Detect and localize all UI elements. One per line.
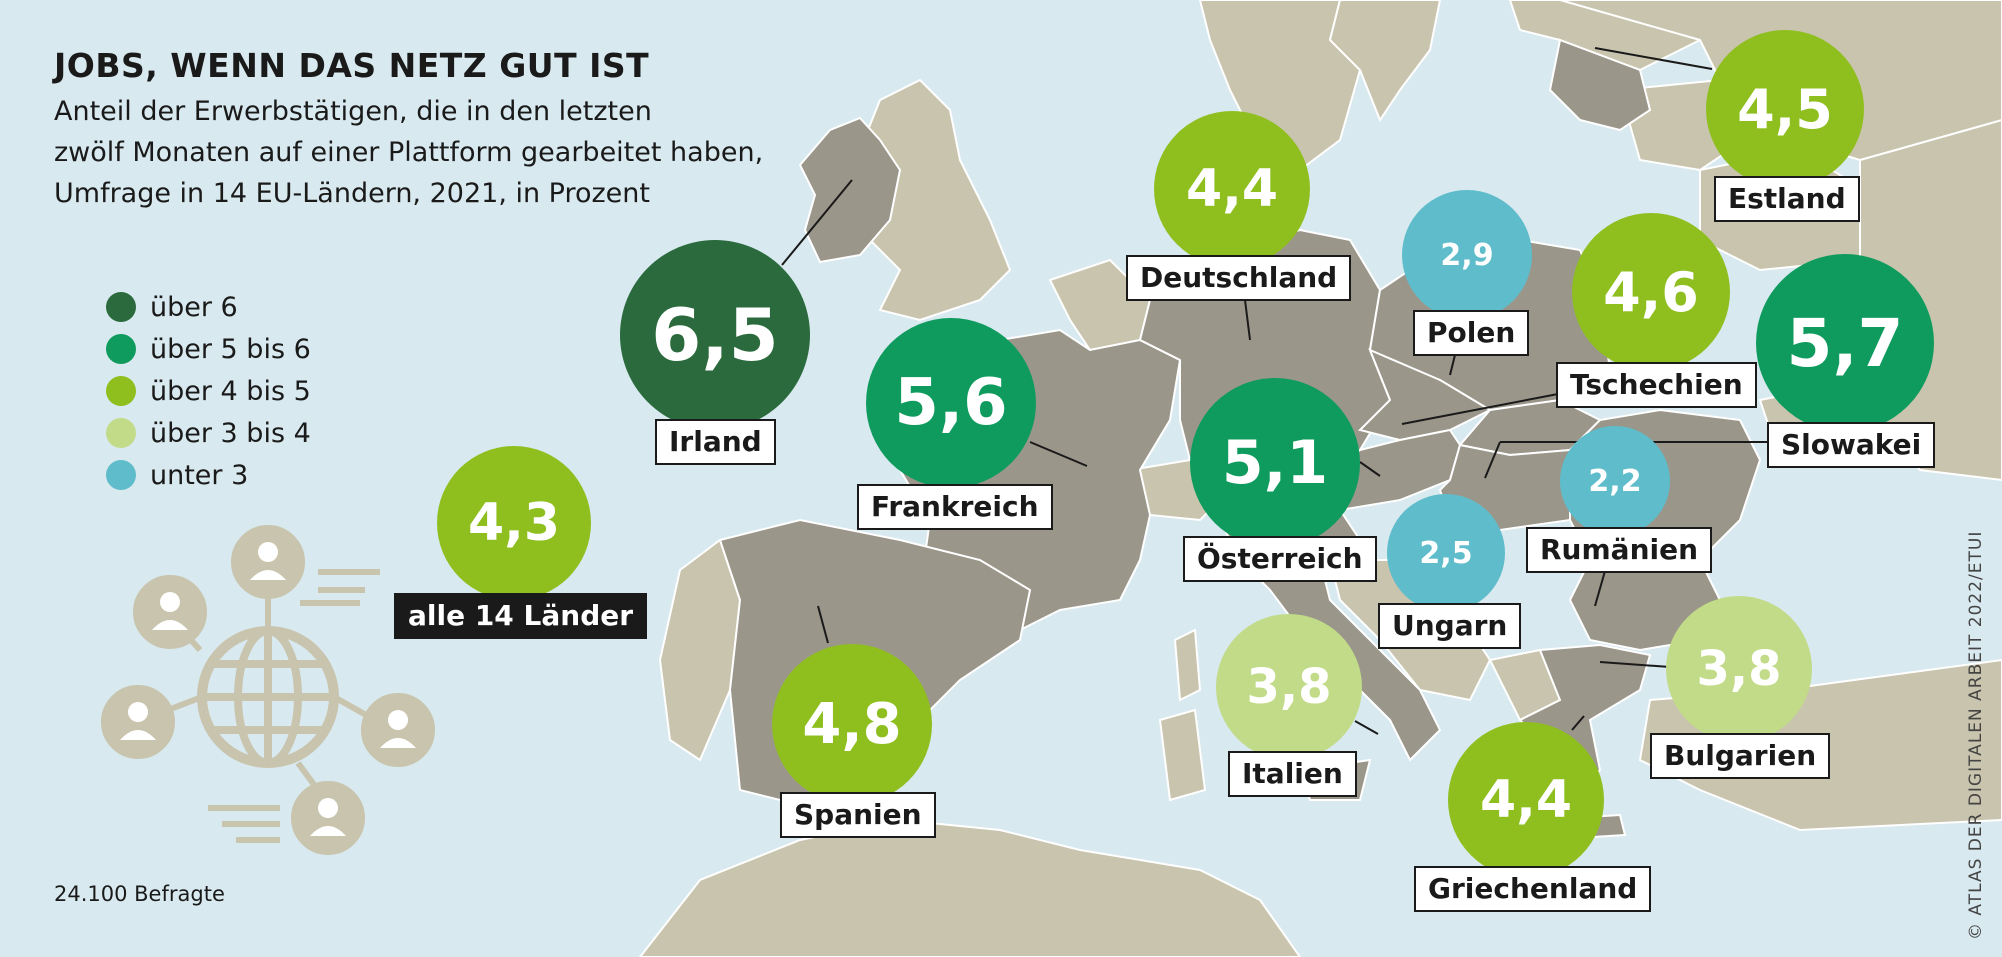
- label-estland: Estland: [1714, 176, 1860, 222]
- legend-label: über 6: [150, 291, 238, 323]
- bubble-oesterreich: 5,1: [1190, 378, 1360, 548]
- label-ungarn: Ungarn: [1378, 603, 1522, 649]
- legend-swatch: [106, 460, 136, 490]
- bubble-spanien: 4,8: [772, 644, 932, 804]
- label-frankreich: Frankreich: [857, 484, 1053, 530]
- bubble-griechenland: 4,4: [1448, 722, 1604, 878]
- bubble-irland: 6,5: [620, 240, 810, 430]
- legend-label: über 3 bis 4: [150, 417, 311, 449]
- bubble-polen: 2,9: [1402, 190, 1532, 320]
- label-irland: Irland: [655, 419, 776, 465]
- person-heads: [120, 542, 416, 836]
- subtitle-line-2: zwölf Monaten auf einer Plattform gearbe…: [54, 137, 764, 168]
- label-total: alle 14 Länder: [394, 593, 648, 639]
- label-bulgarien: Bulgarien: [1650, 733, 1831, 779]
- label-spanien: Spanien: [780, 792, 936, 838]
- legend-label: über 5 bis 6: [150, 333, 311, 365]
- legend-item: über 3 bis 4: [106, 417, 311, 449]
- globe-icon: [197, 626, 339, 768]
- legend-label: unter 3: [150, 459, 249, 491]
- bubble-frankreich: 5,6: [866, 318, 1036, 488]
- legend-swatch: [106, 376, 136, 406]
- bubble-ungarn: 2,5: [1387, 494, 1505, 612]
- credit-line: © ATLAS DER DIGITALEN ARBEIT 2022/ETUI: [1966, 530, 1986, 940]
- bubble-total: 4,3: [437, 446, 591, 600]
- label-griechenland: Griechenland: [1414, 866, 1652, 912]
- bubble-tschechien: 4,6: [1572, 213, 1730, 371]
- label-rumaenien: Rumänien: [1526, 527, 1713, 573]
- bubble-estland: 4,5: [1706, 30, 1864, 188]
- subtitle-line-3: Umfrage in 14 EU-Ländern, 2021, in Proze…: [54, 178, 650, 209]
- bubble-slowakei: 5,7: [1756, 254, 1934, 432]
- label-polen: Polen: [1413, 310, 1530, 356]
- subtitle-line-1: Anteil der Erwerbstätigen, die in den le…: [54, 96, 652, 127]
- label-slowakei: Slowakei: [1767, 422, 1936, 468]
- legend-item: unter 3: [106, 459, 248, 491]
- legend-label: über 4 bis 5: [150, 375, 311, 407]
- legend-item: über 6: [106, 291, 238, 323]
- bubble-rumaenien: 2,2: [1560, 426, 1670, 536]
- legend-item: über 4 bis 5: [106, 375, 311, 407]
- bubble-italien: 3,8: [1216, 614, 1362, 760]
- label-oesterreich: Österreich: [1183, 536, 1377, 582]
- label-tschechien: Tschechien: [1556, 362, 1757, 408]
- legend-swatch: [106, 334, 136, 364]
- legend-swatch: [106, 418, 136, 448]
- label-italien: Italien: [1228, 751, 1357, 797]
- label-deutschland: Deutschland: [1126, 255, 1352, 301]
- sample-size-note: 24.100 Befragte: [54, 882, 225, 906]
- bubble-bulgarien: 3,8: [1666, 596, 1812, 742]
- bubble-deutschland: 4,4: [1154, 111, 1310, 267]
- legend-swatch: [106, 292, 136, 322]
- legend-item: über 5 bis 6: [106, 333, 311, 365]
- chart-title: JOBS, WENN DAS NETZ GUT IST: [54, 46, 650, 85]
